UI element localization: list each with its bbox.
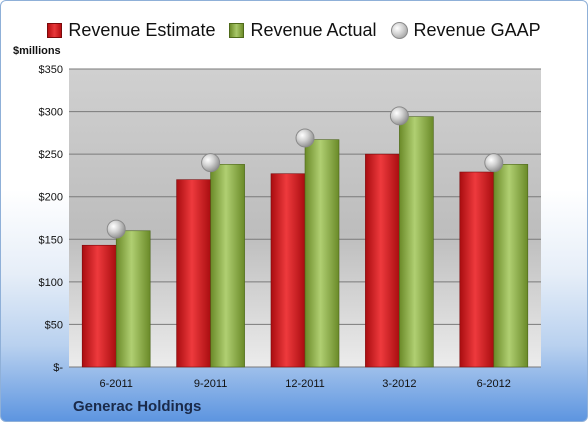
bar-revenue-estimate	[459, 171, 495, 368]
legend-label-estimate: Revenue Estimate	[68, 19, 216, 40]
y-tick-label: $50	[45, 319, 63, 331]
x-tick-label: 3-2012	[382, 378, 416, 390]
legend-item-actual: Revenue Actual	[229, 19, 377, 41]
legend-swatch-estimate	[47, 22, 63, 38]
x-tick-label: 12-2011	[285, 378, 325, 390]
point-revenue-gaap	[201, 153, 221, 173]
x-tick-label: 6-2011	[99, 378, 132, 390]
bar-revenue-actual	[210, 164, 245, 368]
bar-revenue-estimate	[270, 173, 306, 368]
bar-revenue-actual	[493, 164, 529, 368]
legend-item-gaap: Revenue GAAP	[390, 19, 541, 41]
y-tick-label: $150	[39, 234, 63, 246]
legend-label-gaap: Revenue GAAP	[413, 19, 541, 40]
point-revenue-gaap	[389, 106, 409, 126]
point-revenue-gaap	[484, 153, 504, 173]
y-tick-label: $-	[53, 362, 63, 374]
bar-revenue-actual	[304, 139, 340, 368]
y-unit-label: $millions	[13, 45, 61, 57]
bar-revenue-estimate	[176, 179, 211, 368]
point-revenue-gaap	[106, 219, 126, 239]
bar-revenue-estimate	[365, 153, 400, 368]
y-tick-label: $350	[39, 64, 63, 76]
bar-revenue-actual	[399, 116, 434, 368]
legend-swatch-actual	[229, 22, 245, 38]
legend-item-estimate: Revenue Estimate	[47, 20, 215, 41]
legend-swatch-gaap	[390, 21, 408, 39]
legend: Revenue Estimate Revenue Actual Revenue …	[1, 17, 587, 43]
bar-revenue-estimate	[81, 244, 117, 368]
y-tick-label: $100	[39, 277, 63, 289]
y-tick-label: $250	[39, 149, 63, 161]
x-tick-label: 6-2012	[477, 378, 511, 390]
legend-label-actual: Revenue Actual	[250, 19, 377, 40]
company-name: Generac Holdings	[73, 398, 202, 415]
x-tick-label: 9-2011	[194, 378, 227, 390]
y-tick-label: $200	[39, 192, 63, 204]
bar-revenue-actual	[115, 230, 151, 368]
point-revenue-gaap	[295, 128, 315, 148]
y-tick-label: $300	[39, 107, 63, 119]
